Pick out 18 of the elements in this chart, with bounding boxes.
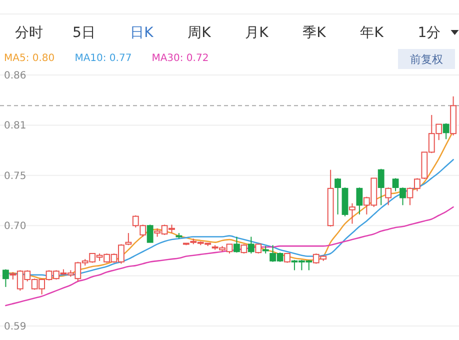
y-tick-label: 0.81 xyxy=(4,120,26,132)
text: 年K xyxy=(360,25,384,41)
text: 月K xyxy=(245,25,270,41)
text: MA5: 0.80 xyxy=(4,53,55,64)
text: 前复权 xyxy=(410,53,443,66)
text: 1分 xyxy=(418,25,441,41)
y-tick-label: 0.70 xyxy=(4,221,26,232)
text: 日K xyxy=(130,25,154,41)
text: MA10: 0.77 xyxy=(74,53,132,64)
text: 5日 xyxy=(72,25,96,41)
text: MA30: 0.72 xyxy=(152,53,209,64)
line-series xyxy=(5,206,454,306)
text: 周K xyxy=(188,25,212,41)
y-tick-label: 0.59 xyxy=(4,322,26,332)
text: 季K xyxy=(302,25,327,41)
y-tick-label: 0.86 xyxy=(4,70,26,82)
text: 分时 xyxy=(15,25,43,41)
y-tick-label: 0.75 xyxy=(4,170,26,182)
